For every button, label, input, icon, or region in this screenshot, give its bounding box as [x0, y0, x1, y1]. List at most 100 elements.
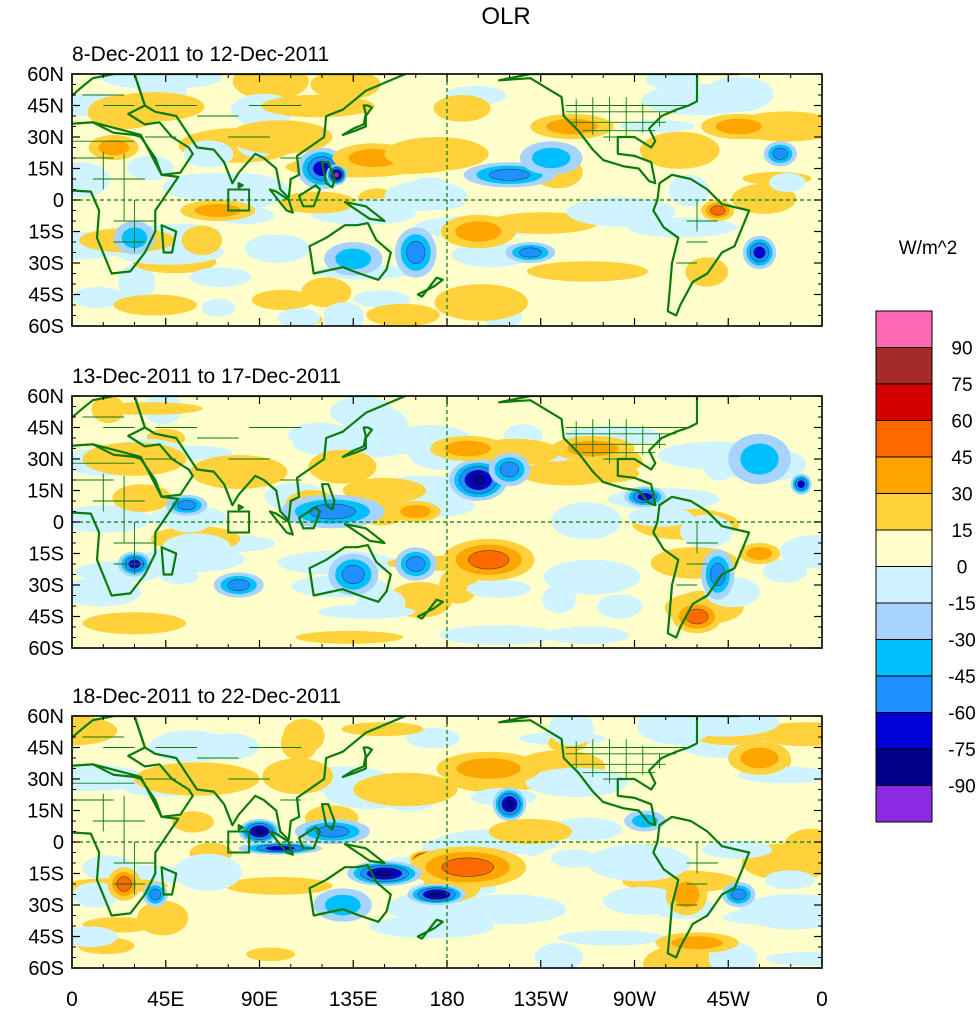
- y-tick-label: 45N: [27, 738, 64, 760]
- anomaly-contour: [710, 205, 726, 216]
- anomaly-contour: [532, 147, 571, 169]
- colorbar-swatch: [875, 639, 933, 677]
- anomaly-background-patch: [174, 853, 242, 891]
- x-tick-label: 180: [429, 988, 464, 1011]
- anomaly-contour: [456, 758, 521, 779]
- colorbar-swatch: [875, 383, 933, 421]
- y-tick-label: 15N: [27, 481, 64, 503]
- anomaly-contour: [228, 120, 333, 154]
- x-tick-label: 45W: [707, 988, 750, 1011]
- anomaly-background-patch: [190, 267, 251, 288]
- y-tick-label: 45N: [27, 96, 64, 118]
- anomaly-contour: [488, 818, 572, 845]
- colorbar-label: 0: [957, 558, 968, 579]
- coastline: [237, 824, 244, 831]
- anomaly-background-patch: [784, 828, 822, 865]
- index-box: [227, 510, 251, 534]
- anomaly-contour: [746, 547, 773, 560]
- y-tick-label: 15S: [28, 864, 64, 886]
- y-tick-label: 0: [53, 512, 64, 534]
- y-tick-label: 0: [53, 190, 64, 212]
- anomaly-background-patch: [353, 290, 411, 308]
- anomaly-contour: [468, 550, 510, 570]
- y-tick-label: 30S: [28, 895, 64, 917]
- anomaly-contour: [373, 869, 396, 878]
- anomaly-contour: [194, 204, 241, 217]
- colorbar-swatch: [875, 748, 933, 786]
- x-tick-label: 45E: [147, 988, 184, 1011]
- anomaly-background-patch: [295, 630, 404, 644]
- anomaly-background-patch: [72, 882, 120, 908]
- coastline: [160, 546, 178, 576]
- panel-1-map: [72, 74, 822, 326]
- colorbar-label: 45: [951, 448, 972, 469]
- colorbar-swatch: [875, 493, 933, 531]
- anomaly-contour: [772, 147, 788, 160]
- anomaly-background-patch: [587, 844, 691, 882]
- coastline: [416, 918, 444, 940]
- anomaly-contour: [441, 857, 494, 877]
- anomaly-contour: [546, 118, 598, 135]
- anomaly-background-patch: [779, 534, 822, 569]
- anomaly-background-patch: [702, 443, 737, 481]
- anomaly-background-patch: [542, 585, 577, 614]
- panel-3: 18-Dec-2011 to 22-Dec-2011 60N 45N 30N 15N 0…: [27, 685, 823, 980]
- colorbar-label: -90: [948, 777, 975, 798]
- panel-2-subtitle: 13-Dec-2011 to 17-Dec-2011: [72, 365, 341, 388]
- anomaly-background-patch: [557, 930, 666, 946]
- anomaly-background-patch: [244, 234, 310, 263]
- y-tick-label: 45S: [28, 927, 64, 949]
- coastline: [72, 763, 180, 917]
- coastline: [308, 544, 392, 603]
- anomaly-background-patch: [262, 758, 334, 795]
- anomaly-background-patch: [641, 83, 758, 116]
- colorbar-label: 75: [951, 375, 972, 396]
- y-tick-label: 30S: [28, 253, 64, 275]
- anomaly-background-patch: [72, 764, 140, 785]
- anomaly-background-patch: [627, 217, 738, 238]
- index-box: [227, 830, 251, 854]
- anomaly-background-patch: [93, 402, 203, 415]
- colorbar-label: 90: [951, 339, 972, 360]
- anomaly-background-patch: [201, 298, 236, 317]
- y-tick-label: 30N: [27, 127, 64, 149]
- anomaly-contour: [149, 888, 162, 901]
- anomaly-contour: [753, 246, 766, 259]
- coastline: [268, 830, 294, 856]
- anomaly-contour: [400, 505, 432, 518]
- anomaly-background-patch: [768, 173, 806, 192]
- coastline: [72, 443, 180, 597]
- coastline: [133, 74, 407, 199]
- coastline: [133, 716, 407, 841]
- colorbar-swatch: [875, 675, 933, 713]
- y-tick-label: 30N: [27, 769, 64, 791]
- anomaly-contour: [341, 564, 365, 585]
- x-tick-label: 90W: [613, 988, 656, 1011]
- anomaly-contour: [710, 563, 726, 586]
- coastline: [320, 483, 336, 511]
- colorbar-label: -45: [948, 667, 975, 688]
- anomaly-contour: [469, 473, 487, 487]
- panel-1-subtitle: 8-Dec-2011 to 12-Dec-2011: [72, 43, 329, 66]
- anomaly-background-patch: [525, 767, 628, 797]
- anomaly-contour: [673, 881, 700, 908]
- anomaly-background-patch: [112, 484, 172, 512]
- y-tick-label: 60N: [27, 386, 64, 408]
- colorbar-swatch: [875, 602, 933, 640]
- coastline: [320, 803, 336, 831]
- anomaly-background-patch: [82, 612, 187, 635]
- anomaly-contour: [227, 579, 251, 591]
- y-tick-label: 60N: [27, 64, 64, 86]
- anomaly-background-patch: [72, 286, 125, 309]
- coastline: [343, 523, 386, 545]
- y-tick-label: 60S: [28, 316, 64, 338]
- coastline: [72, 716, 194, 818]
- anomaly-contour: [715, 118, 762, 135]
- anomaly-background-patch: [162, 533, 231, 563]
- anomaly-background-patch: [620, 119, 695, 133]
- anomaly-background-patch: [439, 625, 557, 645]
- anomaly-contour: [253, 827, 266, 836]
- coastline: [298, 506, 321, 530]
- coastline: [652, 495, 751, 639]
- panel-3-map: [72, 716, 822, 968]
